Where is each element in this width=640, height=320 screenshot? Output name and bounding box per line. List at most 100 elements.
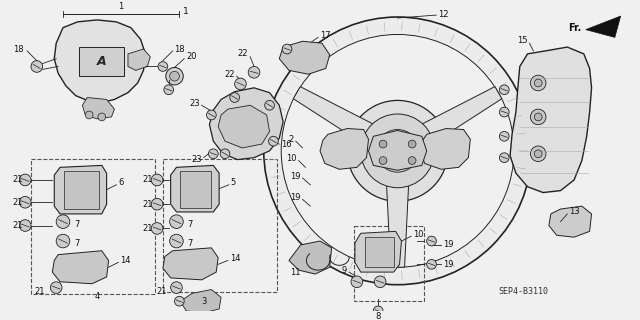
Circle shape xyxy=(534,113,542,121)
Circle shape xyxy=(531,109,546,125)
Text: 3: 3 xyxy=(201,297,206,306)
Circle shape xyxy=(351,276,363,288)
Text: Fr.: Fr. xyxy=(568,23,582,33)
Text: 5: 5 xyxy=(231,178,236,188)
Text: 18: 18 xyxy=(13,44,23,53)
Text: 7: 7 xyxy=(187,220,193,229)
Polygon shape xyxy=(320,129,369,169)
Circle shape xyxy=(158,62,168,71)
Text: 15: 15 xyxy=(517,36,527,45)
Text: 16: 16 xyxy=(281,140,292,148)
Polygon shape xyxy=(293,87,385,150)
Circle shape xyxy=(379,140,387,148)
Circle shape xyxy=(499,132,509,141)
Text: 14: 14 xyxy=(120,256,131,265)
Polygon shape xyxy=(163,248,218,280)
Circle shape xyxy=(31,61,43,72)
Circle shape xyxy=(19,174,31,186)
Text: 19: 19 xyxy=(443,240,454,249)
Polygon shape xyxy=(209,88,283,160)
Circle shape xyxy=(265,100,275,110)
Polygon shape xyxy=(586,16,621,37)
Polygon shape xyxy=(369,131,427,170)
Text: 1: 1 xyxy=(183,7,189,16)
Text: 17: 17 xyxy=(320,31,331,40)
Circle shape xyxy=(85,111,93,119)
Circle shape xyxy=(19,196,31,208)
Text: 7: 7 xyxy=(187,239,193,248)
Circle shape xyxy=(56,234,70,248)
Polygon shape xyxy=(386,172,409,267)
Text: A: A xyxy=(97,55,107,68)
Circle shape xyxy=(379,157,387,164)
Polygon shape xyxy=(64,171,99,209)
Polygon shape xyxy=(128,49,150,70)
Circle shape xyxy=(374,276,386,288)
Circle shape xyxy=(175,296,184,306)
Circle shape xyxy=(248,67,260,78)
Text: 23: 23 xyxy=(189,99,200,108)
Circle shape xyxy=(166,68,183,85)
Circle shape xyxy=(151,223,163,234)
Circle shape xyxy=(230,93,239,102)
Text: 13: 13 xyxy=(569,207,580,216)
Circle shape xyxy=(282,44,292,54)
Text: 21: 21 xyxy=(143,224,153,233)
Text: 9: 9 xyxy=(342,266,347,275)
Circle shape xyxy=(98,113,106,121)
Circle shape xyxy=(499,85,509,95)
Text: 2: 2 xyxy=(289,135,294,144)
Circle shape xyxy=(427,260,436,269)
Polygon shape xyxy=(279,41,330,74)
Text: 22: 22 xyxy=(224,70,235,79)
Text: 21: 21 xyxy=(34,287,45,296)
Text: 19: 19 xyxy=(290,193,301,202)
Circle shape xyxy=(427,236,436,246)
Circle shape xyxy=(347,100,448,201)
Text: 19: 19 xyxy=(290,172,301,180)
Circle shape xyxy=(499,107,509,117)
Text: 10: 10 xyxy=(286,154,297,163)
Text: 12: 12 xyxy=(438,10,449,19)
Text: 21: 21 xyxy=(156,287,167,296)
Text: 1: 1 xyxy=(118,2,124,11)
Polygon shape xyxy=(180,171,211,208)
Text: 10: 10 xyxy=(413,230,424,239)
Circle shape xyxy=(534,79,542,87)
Polygon shape xyxy=(549,206,591,237)
Text: 4: 4 xyxy=(94,292,100,301)
Polygon shape xyxy=(79,47,124,76)
Circle shape xyxy=(361,114,435,188)
Circle shape xyxy=(56,215,70,228)
Circle shape xyxy=(209,149,218,159)
Text: 20: 20 xyxy=(186,52,196,61)
Circle shape xyxy=(51,282,62,293)
Circle shape xyxy=(373,306,383,316)
Text: 21: 21 xyxy=(13,221,23,230)
Polygon shape xyxy=(365,237,394,267)
Text: 8: 8 xyxy=(376,312,381,320)
Text: 19: 19 xyxy=(443,260,454,269)
Text: 18: 18 xyxy=(175,44,185,53)
Circle shape xyxy=(408,157,416,164)
Text: 21: 21 xyxy=(143,200,153,209)
Circle shape xyxy=(235,78,246,90)
Circle shape xyxy=(534,150,542,158)
Polygon shape xyxy=(54,165,107,214)
Circle shape xyxy=(170,234,183,248)
Polygon shape xyxy=(410,87,502,150)
Circle shape xyxy=(170,215,183,228)
Text: 11: 11 xyxy=(290,268,301,276)
Polygon shape xyxy=(218,105,269,148)
Circle shape xyxy=(151,174,163,186)
Circle shape xyxy=(376,130,419,172)
Circle shape xyxy=(19,220,31,231)
Circle shape xyxy=(151,198,163,210)
Circle shape xyxy=(264,17,531,285)
Text: 7: 7 xyxy=(75,220,80,229)
Polygon shape xyxy=(289,241,332,274)
Polygon shape xyxy=(52,251,109,284)
Circle shape xyxy=(531,75,546,91)
Circle shape xyxy=(281,35,514,267)
Text: 21: 21 xyxy=(13,198,23,207)
